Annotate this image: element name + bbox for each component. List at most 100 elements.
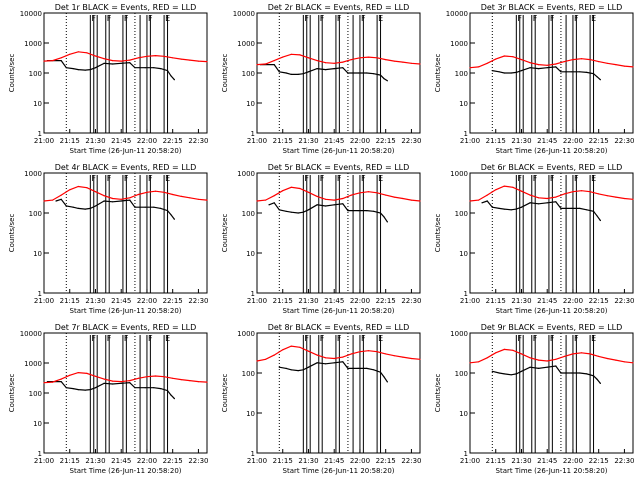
data-point [598, 61, 600, 63]
x-tick-label: 21:45 [537, 297, 557, 305]
data-point [325, 363, 327, 365]
data-point [307, 57, 310, 59]
data-point [572, 191, 574, 193]
data-point [137, 377, 139, 379]
data-point [316, 195, 318, 197]
flag-label: F [304, 174, 309, 183]
data-point [206, 199, 208, 201]
x-tick-label: 21:45 [537, 457, 557, 465]
data-point [606, 357, 608, 360]
data-point [316, 204, 318, 206]
data-point [103, 378, 105, 380]
data-point [376, 57, 378, 59]
data-point [285, 367, 287, 369]
data-point [486, 200, 488, 202]
flag-label: E [591, 334, 596, 343]
data-point [60, 378, 62, 380]
detector-panel-3: Det 3r BLACK = Events, RED = LLD F F F F E 1 10… [426, 0, 639, 160]
data-point [325, 69, 327, 71]
data-point [632, 362, 634, 364]
flag-label: F [517, 174, 522, 183]
data-point [273, 60, 275, 62]
data-point [278, 209, 280, 211]
data-point [120, 200, 122, 202]
data-point [367, 56, 370, 58]
data-point [166, 390, 169, 392]
data-point [383, 216, 385, 218]
flag-label: E [591, 14, 596, 23]
data-point [546, 360, 548, 362]
detector-panel-5: Det 5r BLACK = Events, RED = LLD F F F F E 1 10… [213, 160, 426, 320]
data-point [129, 62, 131, 64]
data-point [134, 67, 136, 69]
x-tick-label: 22:00 [137, 297, 157, 305]
x-tick-label: 21:15 [273, 457, 293, 465]
flag-label: E [165, 334, 170, 343]
data-point [393, 196, 395, 198]
data-point [297, 212, 299, 214]
data-point [112, 197, 114, 200]
data-point [419, 358, 421, 360]
data-point [598, 355, 600, 357]
data-point [112, 383, 114, 385]
data-point [342, 67, 344, 69]
data-point [503, 72, 505, 74]
x-tick-label: 22:00 [563, 457, 583, 465]
data-point [60, 60, 62, 62]
data-point [563, 355, 565, 357]
x-tick-label: 21:00 [34, 297, 54, 305]
x-tick-label: 21:15 [60, 457, 80, 465]
x-tick-label: 21:00 [247, 297, 267, 305]
chart-title: Det 4r BLACK = Events, RED = LLD [55, 163, 197, 172]
x-tick-label: 21:45 [324, 457, 344, 465]
x-tick-label: 21:30 [298, 297, 318, 305]
data-point [302, 211, 304, 213]
y-axis-label: Counts/sec [8, 54, 16, 93]
data-point [333, 62, 335, 64]
x-tick-label: 22:30 [401, 297, 421, 305]
data-point [529, 366, 531, 368]
x-tick-label: 22:15 [589, 457, 609, 465]
data-point [357, 72, 359, 74]
series-line-events [492, 66, 601, 81]
data-point [299, 54, 301, 56]
data-point [173, 218, 175, 220]
series-line-events [47, 380, 175, 400]
data-point [273, 354, 275, 356]
data-point [278, 366, 280, 368]
x-tick-label: 21:00 [460, 297, 480, 305]
data-point [503, 373, 505, 375]
data-point [565, 372, 567, 374]
data-point [478, 66, 480, 68]
x-tick-label: 21:00 [247, 457, 267, 465]
panel-svg: Det 4r BLACK = Events, RED = LLD F F F F E 1 10… [8, 163, 209, 315]
data-point [495, 352, 497, 354]
data-point [357, 210, 359, 212]
x-axis-label: Start Time (26-Jun-11 20:58:20) [70, 307, 182, 315]
data-point [491, 206, 493, 208]
data-point [86, 187, 88, 189]
data-point [606, 62, 608, 64]
data-point [481, 202, 483, 204]
y-tick-label: 10 [459, 100, 468, 108]
data-point [77, 389, 79, 391]
y-tick-label: 1000 [237, 170, 255, 178]
data-point [560, 372, 562, 374]
data-point [515, 71, 517, 73]
data-point [129, 59, 131, 61]
data-point [570, 372, 572, 374]
y-tick-label: 100 [455, 70, 468, 78]
data-point [623, 197, 625, 200]
flag-label: F [91, 14, 96, 23]
x-axis-label: Start Time (26-Jun-11 20:58:20) [283, 467, 395, 475]
data-point [72, 388, 74, 390]
y-tick-label: 10 [33, 250, 42, 258]
data-point [120, 382, 122, 384]
data-point [290, 186, 292, 188]
data-point [386, 221, 388, 223]
x-axis-label: Start Time (26-Jun-11 20:58:20) [70, 467, 182, 475]
data-point [120, 198, 122, 200]
data-point [144, 387, 146, 389]
data-point [154, 375, 157, 377]
flag-label: F [124, 14, 129, 23]
